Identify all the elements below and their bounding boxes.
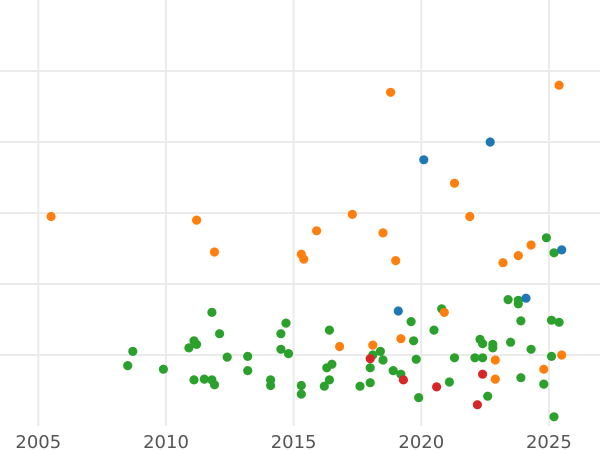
data-point-green	[266, 380, 276, 391]
data-point-green	[449, 353, 460, 363]
data-point-orange	[465, 211, 475, 222]
data-point-green	[243, 351, 253, 361]
data-point-green	[478, 339, 488, 349]
data-point-green	[355, 381, 365, 391]
data-point-green	[184, 343, 194, 353]
data-point-orange	[192, 215, 202, 225]
data-point-green	[324, 325, 334, 335]
x-tick-label: 2020	[398, 432, 444, 450]
data-point-green	[123, 361, 133, 371]
data-point-green	[207, 307, 217, 317]
data-point-orange	[490, 374, 500, 384]
data-point-green	[406, 317, 416, 327]
data-point-blue	[557, 245, 567, 255]
data-point-green	[549, 248, 559, 258]
data-point-blue	[485, 137, 495, 147]
data-point-green	[276, 329, 286, 339]
data-point-orange	[347, 209, 357, 219]
data-point-orange	[554, 80, 564, 90]
data-point-green	[388, 366, 398, 376]
data-point-orange	[513, 251, 523, 261]
data-point-orange	[209, 247, 220, 257]
data-point-orange	[386, 87, 396, 97]
data-point-orange	[46, 211, 56, 222]
data-point-green	[281, 318, 291, 328]
data-point-green	[409, 336, 419, 346]
data-point-green	[414, 393, 424, 403]
x-axis-ticks: 2005 2010 2015 2020 2025	[15, 432, 571, 450]
data-point-green	[327, 359, 337, 369]
data-point-orange	[312, 226, 322, 236]
data-point-orange	[299, 254, 309, 264]
data-point-green	[365, 363, 375, 373]
data-point-green	[324, 375, 334, 385]
data-point-green	[470, 353, 480, 363]
data-point-orange	[391, 256, 401, 266]
data-point-orange	[368, 340, 378, 350]
data-point-green	[483, 391, 493, 401]
data-point-green	[199, 374, 209, 384]
x-tick-label: 2015	[271, 432, 317, 450]
data-point-orange	[449, 178, 460, 188]
data-point-green	[215, 329, 225, 339]
data-point-green	[192, 339, 202, 349]
data-point-orange	[439, 307, 449, 317]
data-point-green	[516, 373, 526, 383]
data-point-green	[546, 315, 557, 325]
data-point-green	[478, 353, 488, 363]
data-point-orange	[526, 240, 536, 250]
data-point-green	[516, 316, 526, 326]
data-point-red	[432, 382, 442, 392]
data-point-green	[554, 317, 564, 327]
data-point-red	[365, 354, 375, 364]
data-point-orange	[396, 334, 406, 344]
data-point-green	[365, 378, 375, 388]
data-point-green	[189, 375, 199, 385]
data-point-green	[296, 380, 306, 391]
data-point-green	[378, 355, 388, 365]
data-point-green	[283, 349, 294, 359]
data-point-orange	[539, 364, 549, 374]
data-point-red	[478, 369, 488, 379]
data-point-green	[541, 233, 552, 243]
data-point-green	[375, 346, 385, 356]
data-point-green	[243, 366, 253, 376]
data-point-blue	[521, 293, 531, 303]
data-point-orange	[378, 228, 388, 238]
data-point-blue	[393, 306, 403, 316]
data-point-green	[411, 354, 421, 364]
data-point-orange	[490, 355, 500, 365]
data-point-blue	[419, 155, 429, 165]
data-point-red	[398, 375, 408, 385]
data-point-orange	[557, 350, 567, 360]
data-point-green	[526, 344, 536, 354]
data-point-green	[503, 295, 513, 305]
data-points	[46, 80, 567, 422]
data-point-green	[222, 352, 232, 362]
data-point-green	[128, 346, 138, 356]
data-point-green	[513, 299, 523, 309]
data-point-orange	[335, 341, 345, 352]
x-tick-label: 2010	[143, 432, 189, 450]
data-point-green	[488, 343, 498, 353]
data-point-green	[209, 380, 220, 390]
data-point-green	[429, 325, 439, 335]
data-point-green	[296, 389, 306, 399]
data-point-green	[158, 364, 168, 374]
x-tick-label: 2025	[526, 432, 572, 450]
data-point-green	[539, 379, 549, 389]
data-point-green	[444, 377, 454, 387]
data-point-green	[276, 344, 286, 354]
data-point-green	[319, 381, 329, 391]
grid-lines	[0, 0, 600, 426]
data-point-orange	[498, 258, 508, 268]
data-point-green	[546, 351, 557, 361]
data-point-red	[472, 400, 482, 410]
data-point-green	[549, 412, 559, 422]
data-point-green	[506, 337, 516, 347]
x-tick-label: 2005	[15, 432, 61, 450]
